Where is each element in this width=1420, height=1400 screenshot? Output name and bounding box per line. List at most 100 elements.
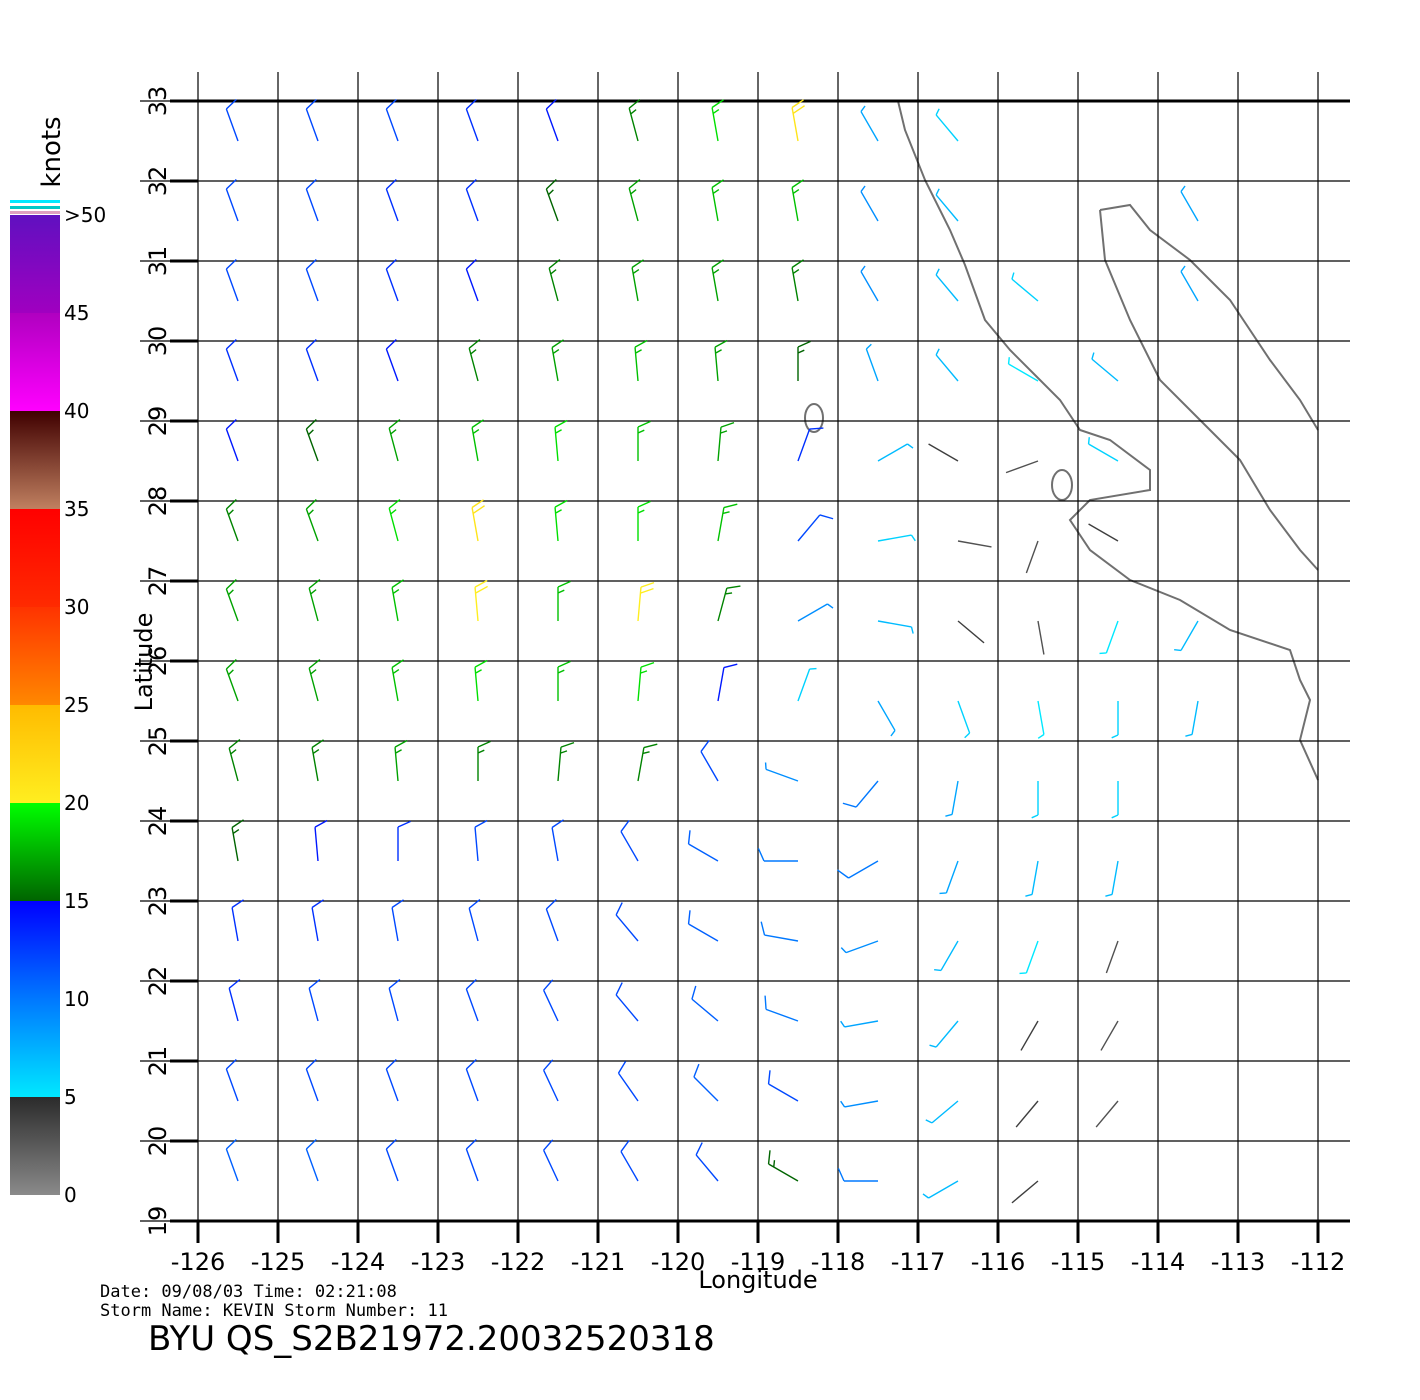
x-tick-label: -119 [731,1248,785,1276]
x-tick-label: -113 [1211,1248,1265,1276]
wind-barb [837,1168,878,1182]
colorbar-label: 15 [64,889,89,913]
wind-barb [877,534,916,542]
baja-coast [897,100,1319,781]
colorbar-segment [10,215,60,313]
wind-barb [620,819,639,862]
colorbar-label: >50 [64,203,106,227]
wind-barb [542,1139,559,1182]
wind-barbs [225,98,1199,1204]
wind-barb [1099,620,1119,655]
wind-barb [1180,185,1199,222]
wind-barb [687,910,719,942]
wind-barb [957,700,971,739]
wind-barb [764,762,799,782]
colorbar-cap [10,211,60,214]
y-tick-label: 23 [144,886,172,917]
wind-barb [225,658,239,702]
wind-barb [1105,940,1119,974]
colorbar-title: knots [37,116,67,187]
wind-barb [836,860,879,879]
wind-barb [1015,1100,1039,1128]
colorbar-label: 10 [64,987,89,1011]
wind-barb [631,259,644,302]
wind-barb [465,258,479,302]
labels: Longitude Latitude knots Date: 09/08/03 … [37,116,818,1359]
y-tick-label: 24 [144,806,172,837]
wind-barb [465,978,479,1022]
wind-barb [717,663,738,702]
y-tick-label: 22 [144,966,172,997]
wind-barb [1100,1020,1119,1051]
wind-barb [1025,860,1039,897]
wind-barb [385,258,399,302]
wind-barb [465,1138,479,1182]
wind-barb [700,739,719,782]
wind-barb [465,178,479,222]
wind-barb [554,419,568,462]
wind-barb [637,420,651,461]
wind-barb [231,819,244,862]
wind-barb [394,739,408,782]
wind-barb [797,514,834,542]
colorbar-segment [10,607,60,705]
wind-barb [228,738,241,782]
wind-barb [1111,701,1119,739]
baja-east-coast [1099,209,1319,571]
wind-barb [385,178,399,222]
wind-barb [628,178,641,222]
wind-barb [225,1058,239,1102]
wind-barb [929,1020,959,1048]
grid: -126 -125 -124 -123 -122 -121 -120 -119 -118 -117… [140,72,1350,1276]
wind-barb [554,499,568,542]
colorbar-segment [10,1097,60,1195]
wind-barb [385,1058,399,1102]
wind-barb [620,1139,639,1182]
x-tick-label: -112 [1291,1248,1345,1276]
wind-barb [928,443,959,462]
wind-barb [1037,700,1045,739]
wind-barb [615,902,639,942]
wind-barb [305,1058,319,1102]
wind-barb [305,258,319,302]
wind-barb [711,99,724,142]
wind-barb [557,660,571,701]
wind-barb [615,982,639,1022]
wind-barb [314,819,328,862]
wind-barb [717,421,735,462]
x-tick-label: -116 [971,1248,1025,1276]
wind-barb [477,740,491,781]
wind-barb [1087,437,1119,462]
colorbar-label: 45 [64,301,89,325]
colorbar-segment [10,999,60,1097]
wind-barb [764,995,799,1022]
wind-barb [305,1138,319,1182]
wind-barb [388,418,401,462]
wind-barb [691,985,719,1022]
colorbar-segment [10,705,60,803]
wind-barb [877,700,896,737]
wind-barb [471,499,485,542]
wind-barb [474,819,488,862]
wind-barb [760,921,799,942]
wind-barb [934,940,959,972]
info-date: Date: 09/08/03 Time: 02:21:08 [100,1282,397,1302]
wind-barb [757,848,798,862]
wind-barb [693,1063,719,1102]
wind-barb [1037,620,1045,655]
wind-barb [1105,860,1119,897]
wind-barb [877,620,914,634]
wind-barb [842,780,879,808]
wind-barb [468,898,481,942]
wind-barb [388,498,401,542]
colorbar-cap [10,206,60,209]
wind-barb [1005,460,1039,474]
colorbar-segment [10,901,60,999]
wind-barb [225,418,239,462]
colorbar: 0 5 10 15 20 25 30 35 40 45 >50 [10,200,106,1207]
wind-barb [308,658,321,702]
wind-barb [1020,1020,1039,1051]
colorbar-cap [10,200,60,203]
wind-barb [305,418,319,462]
title: BYU QS_S2B21972.20032520318 [148,1319,715,1359]
